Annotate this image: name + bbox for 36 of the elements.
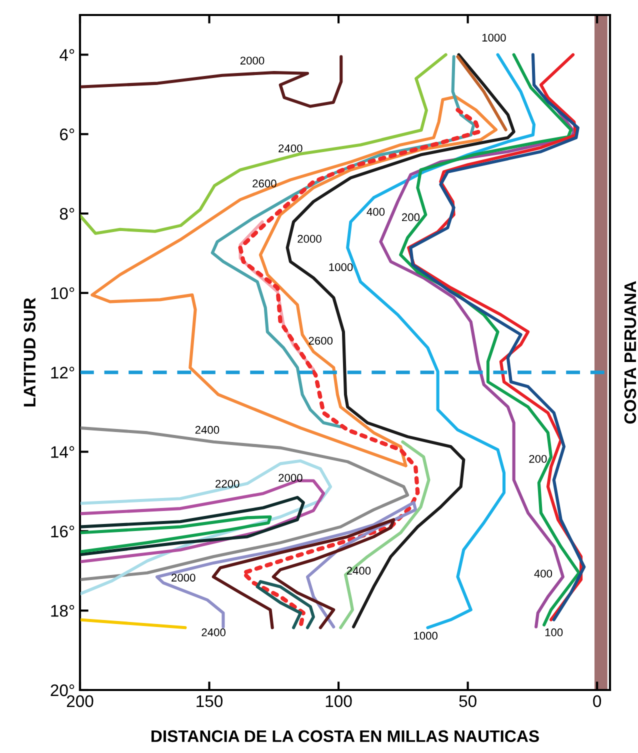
- annotation: 1000: [482, 34, 506, 42]
- annotation: 2400: [346, 566, 371, 575]
- annotation: 2000: [172, 574, 196, 582]
- annotation: 2000: [298, 234, 322, 243]
- x-tick-label: 100: [326, 695, 352, 708]
- annotation: 1000: [414, 632, 438, 640]
- y-tick-label: 20°: [50, 684, 74, 696]
- annotation: 2000: [240, 56, 264, 65]
- annotation: 100: [545, 628, 563, 636]
- x-tick-label: 150: [196, 695, 223, 708]
- y-tick-label: 8°: [60, 208, 74, 220]
- x-axis-title: DISTANCIA DE LA COSTA EN MILLAS NAUTICAS: [152, 730, 539, 742]
- y-tick-label: 6°: [60, 128, 74, 140]
- annotation: 2400: [195, 426, 220, 434]
- y-tick-label: 18°: [51, 604, 74, 617]
- y-tick-label: 14°: [51, 446, 74, 458]
- annotation: 2400: [278, 144, 302, 152]
- annotation: 1000: [329, 263, 353, 272]
- x-tick-label: 50: [459, 695, 476, 708]
- y-tick-label: 10°: [51, 287, 74, 300]
- annotation: 2200: [216, 480, 240, 488]
- x-tick-label: 200: [66, 695, 94, 708]
- y-tick-label: 4°: [60, 49, 74, 61]
- annotation: 2000: [278, 474, 302, 482]
- annotation: 2600: [252, 180, 276, 188]
- annotation: 200: [529, 454, 547, 463]
- y2-axis-title: COSTA PERUANA: [624, 281, 636, 424]
- annotation: 2400: [202, 628, 226, 636]
- x-tick-label: 0: [593, 695, 602, 708]
- y-axis-title: LATITUD SUR: [24, 298, 36, 406]
- annotation: 2600: [308, 336, 333, 345]
- annotation: 200: [402, 213, 420, 222]
- y-tick-label: 12°: [51, 366, 74, 378]
- annotation: 400: [366, 208, 385, 216]
- annotation: 400: [534, 570, 552, 578]
- y-tick-label: 16°: [51, 526, 74, 538]
